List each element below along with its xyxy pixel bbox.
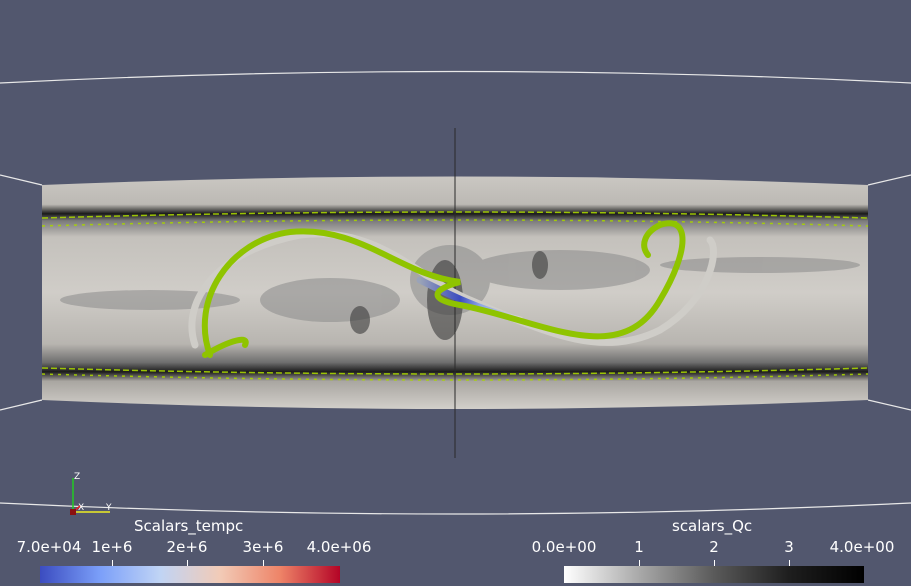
- axis-label-y: Y: [105, 503, 112, 513]
- bounding-box-outline: [0, 70, 911, 515]
- axis-label-z: Z: [74, 472, 80, 482]
- legend-qc-tick: 1: [634, 538, 644, 556]
- legend-qc-title: scalars_Qc: [672, 517, 753, 535]
- legend-tempc-tick: 7.0e+04: [16, 538, 82, 556]
- axis-label-x: X: [78, 503, 84, 513]
- legend-qc-tick: 0.0e+00: [531, 538, 597, 556]
- legend-qc-colorbar: [564, 566, 864, 583]
- legend-tempc-title: Scalars_tempc: [134, 517, 244, 535]
- legend-qc-tick: 4.0e+00: [829, 538, 895, 556]
- streamline-tubes: [188, 220, 717, 358]
- legend-tempc-tick: 3e+6: [242, 538, 284, 556]
- legend-qc-tick: 3: [784, 538, 794, 556]
- legend-tempc-tick: 2e+6: [166, 538, 208, 556]
- legend-qc-tick: 2: [709, 538, 719, 556]
- legend-tempc-tick: 1e+6: [91, 538, 133, 556]
- legend-tempc-tick: 4.0e+06: [306, 538, 372, 556]
- legend-tempc-colorbar: [40, 566, 340, 583]
- orientation-axes: [70, 478, 110, 515]
